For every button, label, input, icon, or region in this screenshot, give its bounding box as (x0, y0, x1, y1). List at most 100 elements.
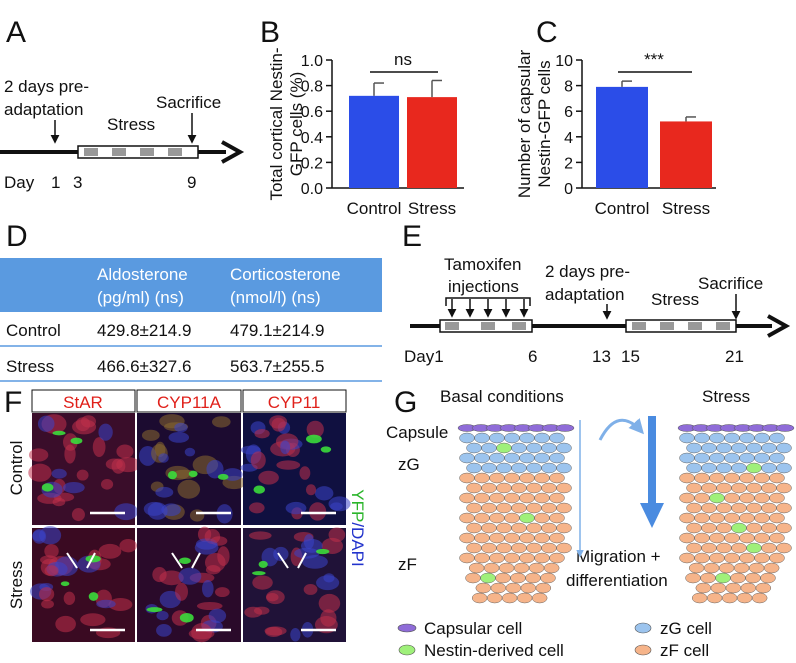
zf-cell (709, 552, 725, 564)
yfp-cell (179, 612, 194, 623)
x-tick-label: Stress (662, 199, 710, 218)
zf-cell (709, 512, 725, 524)
y-tick-label: 1.0 (301, 53, 323, 70)
cell-stain (309, 502, 327, 521)
zf-cell (754, 512, 770, 524)
zg-cell (541, 462, 557, 474)
cell-stain (155, 486, 174, 498)
yfp-cell (306, 434, 322, 444)
zg-cell (489, 432, 505, 444)
zf-cell (496, 542, 512, 554)
zf-cell (725, 582, 742, 594)
label: 6 (528, 347, 537, 366)
zg-cell (686, 442, 702, 454)
y-tick-label: 0.8 (301, 79, 323, 96)
zf-cell (481, 522, 497, 534)
capsular-cell (775, 424, 795, 432)
zf-cell (490, 582, 507, 594)
zg-cell (466, 462, 482, 474)
zf-cell (695, 582, 712, 594)
zf-cell (739, 492, 755, 504)
box-seg (716, 322, 730, 330)
y-tick-label: 0.2 (301, 155, 323, 172)
zg-cell (534, 432, 550, 444)
zg-cell (679, 452, 695, 464)
zf-cell (541, 522, 557, 534)
zf-cell (474, 512, 490, 524)
zf-cell (761, 482, 777, 494)
y-tick-label: 4 (564, 130, 573, 147)
column-header-box (242, 389, 347, 413)
zf-cell (755, 582, 772, 594)
label: Stress (651, 290, 699, 309)
zf-cell (721, 592, 738, 604)
arrowhead (221, 140, 245, 164)
zf-cell (489, 492, 505, 504)
legend-swatch (634, 644, 652, 656)
zf-cell (466, 522, 482, 534)
condition: Basal conditions (440, 387, 564, 406)
zg-cell (526, 442, 542, 454)
zf-cell (716, 522, 732, 534)
zf-cell (459, 492, 475, 504)
cell-stain (76, 469, 89, 481)
cell: 563.7±255.5 (230, 357, 324, 376)
zg-cell (701, 442, 717, 454)
zg-cell (716, 442, 732, 454)
cell-stain (55, 615, 76, 633)
zg-cell (679, 432, 695, 444)
zf-cell (679, 532, 695, 544)
zf-cell (511, 502, 527, 514)
zg-cell (761, 442, 777, 454)
y-tick-label: 8 (564, 79, 573, 96)
zf-cell (466, 542, 482, 554)
zf-cell (701, 482, 717, 494)
zf-cell (498, 562, 515, 574)
zg-cell (474, 452, 490, 464)
zf-cell (531, 592, 548, 604)
zg-cell (739, 452, 755, 464)
zone: Capsule (386, 423, 448, 442)
yfp-cell (146, 607, 163, 613)
zf-cell (534, 552, 550, 564)
yfp-cell (253, 485, 265, 494)
yfp-cell (167, 471, 177, 480)
zg-cell (754, 432, 770, 444)
zf-cell (679, 492, 695, 504)
cell-stain (196, 601, 223, 611)
zf-cell (513, 562, 530, 574)
zg-cell (746, 442, 762, 454)
bar (349, 95, 399, 188)
panel-letter: A (6, 16, 26, 49)
column-header: Aldosterone (97, 265, 188, 284)
cell-stain (250, 451, 266, 470)
zf-cell (475, 582, 492, 594)
zf-cell (746, 502, 762, 514)
zf-cell (710, 582, 727, 594)
box-seg (168, 148, 182, 156)
y-axis-label: GFP cells (%) (287, 72, 306, 177)
zg-cell (709, 432, 725, 444)
zf-cell (769, 492, 785, 504)
zg-cell (556, 442, 572, 454)
cell-stain (318, 593, 341, 613)
zf-cell (686, 542, 702, 554)
cell-stain (156, 610, 169, 621)
zf-cell (489, 512, 505, 524)
zf-cell (526, 542, 542, 554)
zf-cell (776, 482, 792, 494)
cell: 479.1±214.9 (230, 321, 324, 340)
zf-cell (754, 552, 770, 564)
panel-letter: D (6, 220, 28, 253)
label: injections (448, 277, 519, 296)
cell-stain (194, 540, 219, 555)
label: 15 (621, 347, 640, 366)
nestin-cell (715, 572, 731, 584)
zg-cell (731, 442, 747, 454)
nestin-cell (519, 512, 535, 524)
timeline-e: Tamoxifen injections 2 days pre- adaptat… (404, 255, 791, 366)
zf-cell (505, 582, 522, 594)
zf-cell (474, 492, 490, 504)
micrograph (28, 413, 141, 525)
